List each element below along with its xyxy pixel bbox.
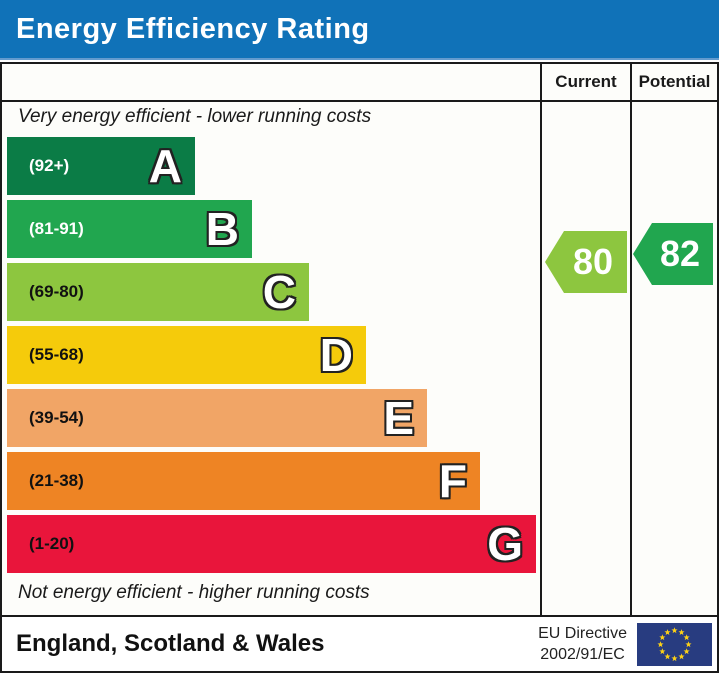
potential-column-divider xyxy=(630,64,632,615)
band-row-f: (21-38) F xyxy=(7,452,480,510)
band-letter: F xyxy=(438,455,467,507)
band-row-c: (69-80) C xyxy=(7,263,309,321)
band-row-g: (1-20) G xyxy=(7,515,536,573)
potential-rating-arrow: 82 xyxy=(633,223,713,285)
band-letter: C xyxy=(262,266,296,318)
band-range-label: (55-68) xyxy=(29,345,84,364)
potential-rating-value: 82 xyxy=(659,233,701,274)
band-range-label: (39-54) xyxy=(29,408,84,427)
epc-chart: Current Potential Very energy efficient … xyxy=(0,62,719,617)
band-row-a: (92+) A xyxy=(7,137,195,195)
band-row-e: (39-54) E xyxy=(7,389,427,447)
band-range-label: (69-80) xyxy=(29,282,84,301)
band-letter: D xyxy=(319,329,353,381)
current-rating-arrow: 80 xyxy=(545,231,627,293)
page-title: Energy Efficiency Rating xyxy=(16,12,370,45)
band-range-label: (81-91) xyxy=(29,219,84,238)
bottom-note: Not energy efficient - higher running co… xyxy=(18,582,370,603)
title-bar: Energy Efficiency Rating xyxy=(0,0,719,60)
band-letter: G xyxy=(487,518,523,570)
band-range-label: (21-38) xyxy=(29,471,84,490)
header-divider xyxy=(2,100,717,102)
band-range-label: (1-20) xyxy=(29,534,75,553)
band-letter: B xyxy=(205,203,239,255)
band-letter: A xyxy=(148,140,182,192)
top-note: Very energy efficient - lower running co… xyxy=(18,106,372,127)
footer: England, Scotland & Wales EU Directive 2… xyxy=(0,615,719,673)
column-header-potential: Potential xyxy=(638,72,711,91)
eu-flag-icon xyxy=(637,622,712,666)
region-label: England, Scotland & Wales xyxy=(16,630,325,657)
current-rating-value: 80 xyxy=(572,241,614,282)
band-letter: E xyxy=(383,392,414,444)
current-column-divider xyxy=(540,64,542,615)
band-range-label: (92+) xyxy=(29,156,70,175)
eu-directive-label: EU Directive 2002/91/EC xyxy=(538,625,627,663)
band-row-b: (81-91) B xyxy=(7,200,252,258)
band-row-d: (55-68) D xyxy=(7,326,366,384)
column-header-current: Current xyxy=(555,72,617,91)
